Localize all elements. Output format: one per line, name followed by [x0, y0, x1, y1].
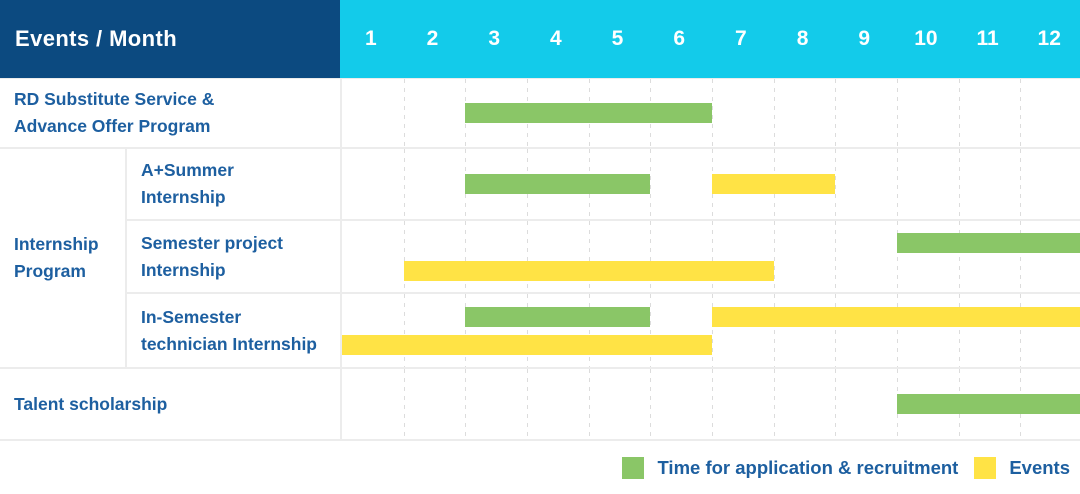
chart-row: [340, 79, 1080, 149]
row-label-line: A+Summer: [141, 160, 234, 180]
gantt-bar-application: [465, 174, 651, 194]
month-label: 4: [550, 27, 562, 50]
month-gridline: [958, 79, 960, 147]
month-gridline: [588, 221, 590, 292]
month-gridline: [835, 294, 837, 367]
row-label-line: technician Internship: [141, 333, 317, 354]
month-label: 10: [914, 27, 938, 50]
month-gridline: [403, 79, 405, 147]
month-gridline: [465, 221, 467, 292]
legend-item-application: Time for application & recruitment: [622, 457, 958, 479]
month-gridline: [835, 149, 837, 219]
month-gridline: [403, 221, 405, 292]
month-gridline: [650, 294, 652, 367]
month-gridline: [712, 221, 713, 292]
legend-swatch-events: [974, 457, 997, 479]
month-gridline: [465, 369, 467, 439]
month-gridline: [403, 369, 405, 439]
row-label-in-semester-technician: In-Semester technician Internship: [125, 294, 340, 369]
month-gridline: [773, 79, 775, 147]
row-label-line: Advance Offer Program: [14, 116, 211, 136]
month-header: 1 2 3 4 5 6 7 8 9 10 11 12: [340, 0, 1080, 78]
month-gridline: [835, 79, 837, 147]
month-label: 11: [976, 27, 999, 50]
chart-row: [340, 149, 1080, 221]
row-label-line: Internship: [141, 259, 226, 280]
month-gridline: [650, 149, 652, 219]
month-gridline: [588, 369, 590, 439]
month-gridline: [773, 294, 775, 367]
month-label: 9: [858, 27, 871, 50]
month-gridline: [897, 79, 898, 147]
legend-label: Events: [1009, 457, 1070, 478]
legend: Time for application & recruitment Event…: [0, 441, 1080, 494]
month-gridline: [1020, 221, 1022, 292]
row-label-a-plus-summer: A+Summer Internship: [125, 149, 340, 221]
gantt-bar-application: [897, 232, 1080, 253]
month-gridline: [1020, 149, 1022, 219]
legend-label: Time for application & recruitment: [657, 457, 959, 478]
legend-item-events: Events: [974, 457, 1070, 479]
row-label-semester-project: Semester project Internship: [125, 221, 340, 294]
month-gridline: [1020, 294, 1022, 367]
row-label-line: RD Substitute Service &: [14, 89, 215, 109]
month-gridline: [527, 369, 528, 439]
month-label: 2: [426, 27, 439, 50]
legend-swatch-application: [622, 457, 645, 479]
month-gridline: [958, 294, 960, 367]
month-gridline: [712, 79, 713, 147]
gantt-bar-application: [465, 306, 651, 327]
row-label-line: In-Semester: [141, 306, 242, 327]
month-label: 8: [796, 27, 809, 50]
row-label-talent-scholarship: Talent scholarship: [0, 369, 340, 441]
month-gridline: [835, 369, 837, 439]
month-gridline: [897, 294, 898, 367]
row-label-line: Talent scholarship: [14, 393, 168, 414]
month-gridline: [712, 294, 713, 367]
row-label-line: Internship: [141, 187, 226, 207]
month-label: 3: [488, 27, 501, 50]
schedule-table: RD Substitute Service & Advance Offer Pr…: [0, 78, 1080, 441]
group-label-internship-program: Internship Program: [0, 149, 125, 369]
row-label-line: Semester project: [141, 232, 284, 253]
month-gridline: [403, 294, 405, 367]
month-gridline: [527, 294, 528, 367]
gantt-bar-application: [465, 103, 712, 123]
gantt-bar-event: [342, 334, 712, 355]
group-label-line: Internship: [14, 234, 99, 254]
month-gridline: [527, 221, 528, 292]
gantt-bar-event: [712, 174, 836, 194]
month-gridline: [958, 149, 960, 219]
chart-row: [340, 294, 1080, 369]
month-label: 6: [673, 27, 686, 50]
month-gridline: [773, 369, 775, 439]
month-gridline: [588, 294, 590, 367]
group-label-line: Program: [14, 261, 86, 281]
month-label: 5: [611, 27, 624, 50]
month-gridline: [958, 221, 960, 292]
month-label: 12: [1037, 27, 1061, 50]
month-gridline: [650, 221, 652, 292]
month-gridline: [835, 221, 837, 292]
chart-row: [340, 369, 1080, 441]
row-label-rd-substitute: RD Substitute Service & Advance Offer Pr…: [0, 79, 340, 149]
month-label: 1: [364, 27, 377, 50]
month-gridline: [465, 294, 467, 367]
month-gridline: [712, 369, 713, 439]
month-gridline: [897, 221, 898, 292]
header-title: Events / Month: [0, 0, 340, 78]
month-gridline: [897, 149, 898, 219]
month-gridline: [773, 221, 775, 292]
header-row: Events / Month 1 2 3 4 5 6 7 8 9 10 11 1…: [0, 0, 1080, 78]
month-label: 7: [735, 27, 747, 50]
month-gridline: [650, 369, 652, 439]
gantt-bar-event: [712, 306, 1080, 327]
gantt-bar-event: [403, 260, 774, 281]
month-gridline: [1020, 79, 1022, 147]
gantt-bar-application: [897, 394, 1080, 414]
chart-row: [340, 221, 1080, 294]
month-gridline: [403, 149, 405, 219]
